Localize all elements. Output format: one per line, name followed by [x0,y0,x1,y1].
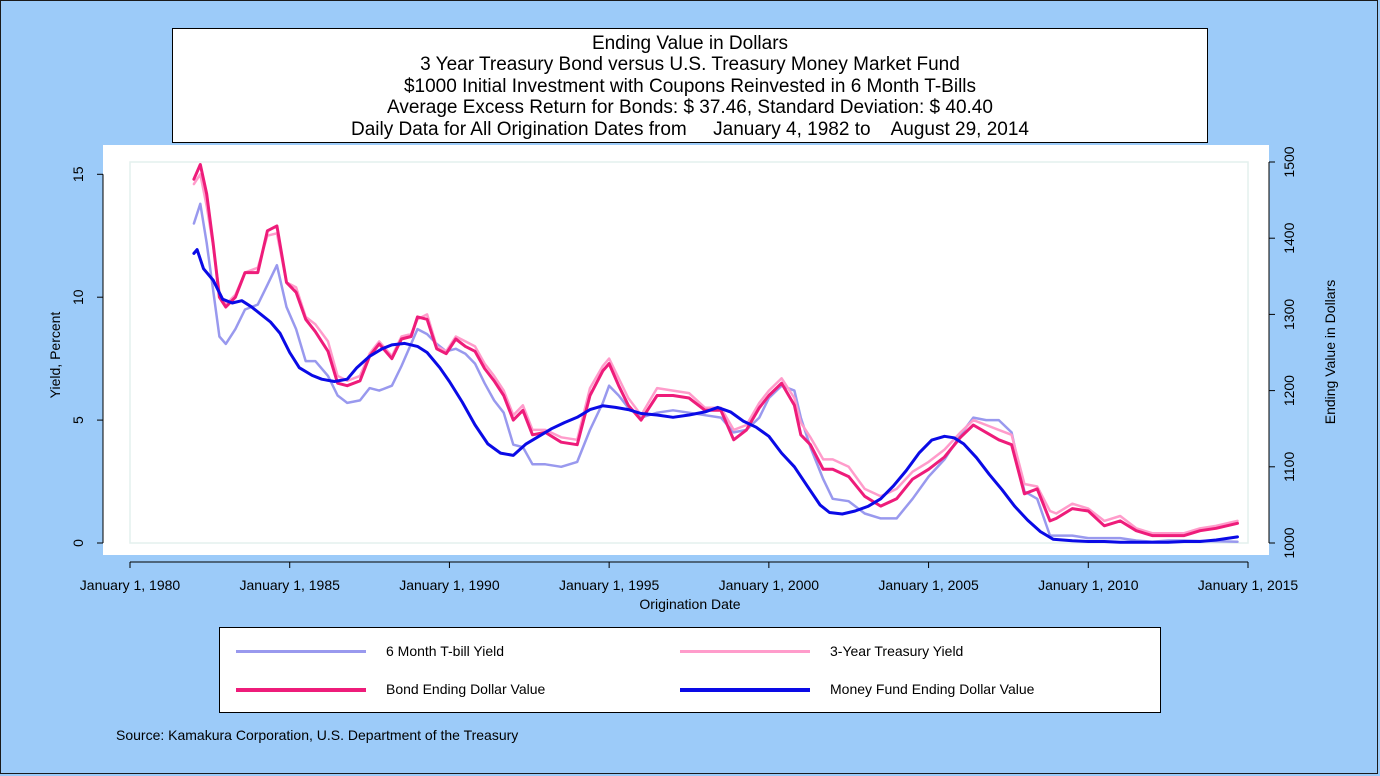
legend-swatch-treasury [680,650,810,653]
y-left-tick-label: 5 [70,416,86,424]
x-tick-label: January 1, 1985 [240,577,341,593]
legend-swatch-bond [236,688,366,692]
x-tick-label: January 1, 2015 [1198,577,1299,593]
x-axis-label: Origination Date [639,596,740,612]
x-tick-label: January 1, 1980 [80,577,181,593]
y-left-tick-label: 10 [70,289,86,305]
y-right-tick-label: 1100 [1281,452,1297,482]
x-tick-label: January 1, 2010 [1038,577,1139,593]
chart-title-box: Ending Value in Dollars 3 Year Treasury … [172,28,1208,143]
y-right-tick-label: 1300 [1281,299,1297,330]
chart-subtitle-3: Average Excess Return for Bonds: $ 37.46… [387,97,993,119]
y-right-tick-label: 1500 [1281,146,1297,177]
y-left-tick-label: 0 [70,539,86,547]
chart-subtitle-1: 3 Year Treasury Bond versus U.S. Treasur… [420,54,960,76]
x-tick-label: January 1, 1990 [399,577,500,593]
y-axis-left-label: Yield, Percent [47,312,63,399]
chart-subtitle-4: Daily Data for All Origination Dates fro… [350,118,1030,140]
source-note: Source: Kamakura Corporation, U.S. Depar… [116,727,519,743]
y-left-tick-label: 15 [70,166,86,182]
legend-label-money-fund: Money Fund Ending Dollar Value [830,681,1035,697]
legend-label-bond: Bond Ending Dollar Value [386,681,546,697]
series-layer [192,163,1239,544]
chart-title: Ending Value in Dollars [591,33,789,54]
legend-label-tbill: 6 Month T-bill Yield [386,643,505,659]
y-axis-right-label: Ending Value in Dollars [1322,280,1338,425]
plot-area-border [129,161,1249,544]
y-axis-left: 0 5 10 15 [70,166,104,547]
x-tick-label: January 1, 2000 [719,577,820,593]
series-bond-value [192,163,1239,538]
x-tick-label: January 1, 1995 [559,577,660,593]
plot-panel [103,145,1269,555]
legend-swatch-money-fund [680,688,810,692]
y-right-tick-label: 1400 [1281,222,1297,253]
legend-label-treasury: 3-Year Treasury Yield [830,643,964,659]
legend: 6 Month T-bill Yield 3-Year Treasury Yie… [219,627,1161,713]
series-money-fund-value [192,248,1239,544]
y-right-tick-label: 1200 [1281,375,1297,406]
y-axis-right: 1000 1100 1200 1300 1400 1500 [1268,146,1297,559]
series-tbill-yield [192,202,1239,544]
x-tick-label: January 1, 2005 [878,577,979,593]
x-axis: January 1, 1980 January 1, 1985 January 1,… [80,561,1299,593]
series-treasury-yield [192,173,1239,535]
legend-swatch-tbill [236,650,366,653]
y-right-tick-label: 1000 [1281,527,1297,558]
chart-subtitle-2: $1000 Initial Investment with Coupons Re… [403,75,977,97]
